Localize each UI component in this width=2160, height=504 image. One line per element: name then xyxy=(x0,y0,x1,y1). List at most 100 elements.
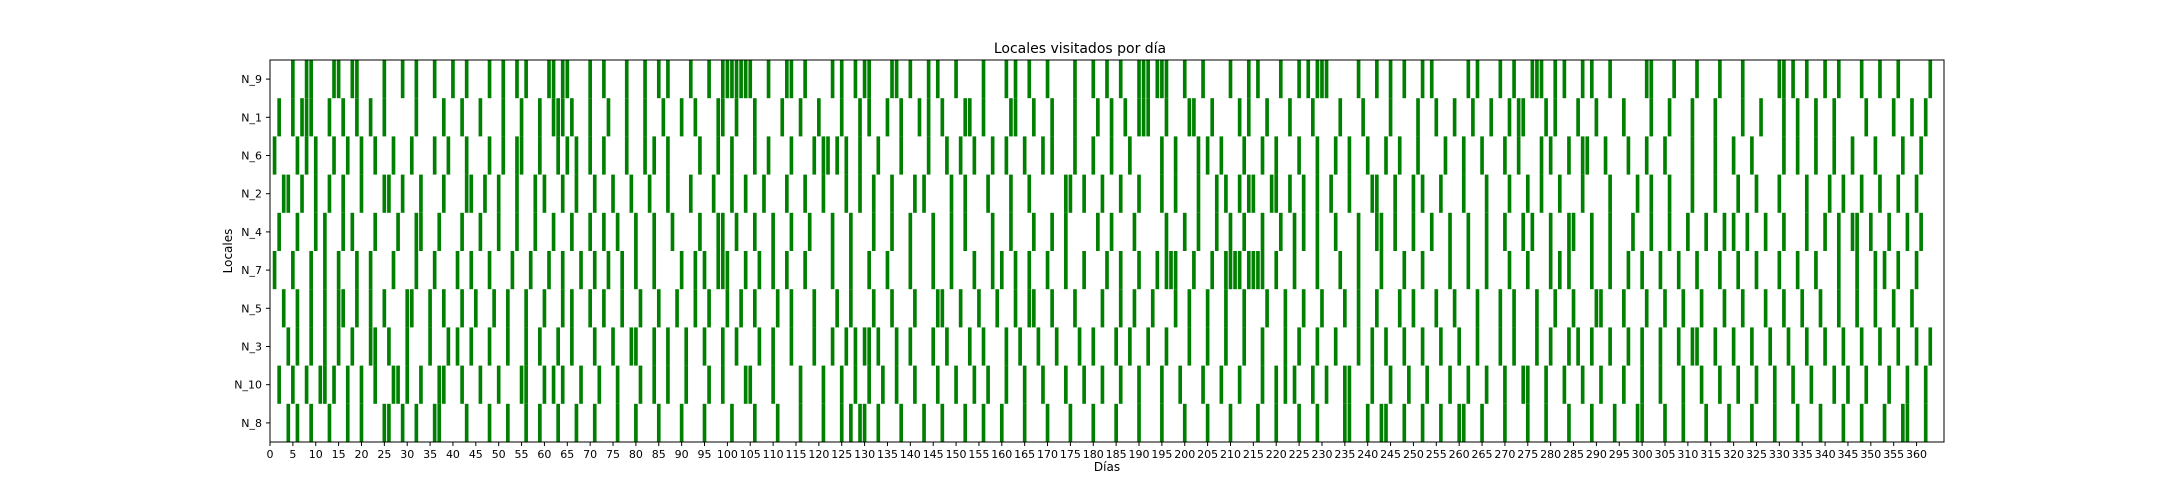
bar-N_7-day-238 xyxy=(1356,251,1361,290)
bar-N_6-day-233 xyxy=(1333,136,1338,175)
bar-N_7-day-127 xyxy=(849,251,853,290)
bar-N_3-day-256 xyxy=(1439,327,1443,366)
bar-N_5-day-235 xyxy=(1343,289,1347,328)
bar-N_7-day-166 xyxy=(1027,251,1032,290)
bar-N_1-day-296 xyxy=(1622,98,1626,137)
bar-N_9-day-123 xyxy=(830,60,835,99)
bar-N_8-day-256 xyxy=(1439,403,1443,442)
x-tick-label: 30 xyxy=(400,448,414,461)
bar-N_1-day-290 xyxy=(1594,98,1599,137)
bar-N_9-day-252 xyxy=(1420,60,1425,99)
bar-N_9-day-278 xyxy=(1539,60,1544,99)
bar-N_9-day-117 xyxy=(803,60,807,99)
bar-N_7-day-210 xyxy=(1228,251,1233,290)
bar-N_10-day-208 xyxy=(1219,365,1224,404)
bar-N_10-day-217 xyxy=(1260,365,1265,404)
x-tick-label: 185 xyxy=(1106,448,1127,461)
bar-N_9-day-61 xyxy=(547,60,551,99)
bar-N_2-day-44 xyxy=(469,174,474,213)
bar-N_8-day-71 xyxy=(592,403,597,442)
bar-N_7-day-107 xyxy=(757,251,762,290)
bar-N_1-day-99 xyxy=(720,98,725,137)
bar-N_8-day-334 xyxy=(1795,403,1800,442)
x-tick-label: 255 xyxy=(1426,448,1447,461)
bar-N_3-day-363 xyxy=(1928,327,1933,366)
bar-N_6-day-351 xyxy=(1873,136,1878,175)
bar-N_6-day-346 xyxy=(1850,136,1855,175)
bar-N_6-day-270 xyxy=(1503,136,1507,175)
bar-N_6-day-144 xyxy=(926,136,931,175)
bar-N_10-day-42 xyxy=(460,365,464,404)
bar-N_5-day-70 xyxy=(588,289,592,328)
bar-N_3-day-352 xyxy=(1878,327,1882,366)
bar-N_3-day-87 xyxy=(666,327,670,366)
bar-N_8-day-36 xyxy=(432,403,437,442)
bar-N_6-day-84 xyxy=(652,136,657,175)
bar-N_6-day-138 xyxy=(899,136,904,175)
x-tick-label: 315 xyxy=(1700,448,1721,461)
bar-N_5-day-52 xyxy=(506,289,510,328)
bar-N_4-day-136 xyxy=(890,212,894,251)
bar-N_1-day-22 xyxy=(368,98,373,137)
x-tick-label: 140 xyxy=(900,448,921,461)
bar-N_9-day-277 xyxy=(1535,60,1539,99)
bar-N_7-day-131 xyxy=(867,251,871,290)
bar-N_5-day-16 xyxy=(341,289,346,328)
bar-N_7-day-209 xyxy=(1224,251,1228,290)
bar-N_1-day-187 xyxy=(1123,98,1128,137)
bar-N_6-day-195 xyxy=(1160,136,1164,175)
bar-N_6-day-220 xyxy=(1274,136,1279,175)
bar-N_5-day-259 xyxy=(1452,289,1457,328)
bar-N_9-day-269 xyxy=(1498,60,1503,99)
bar-N_8-day-95 xyxy=(702,403,707,442)
bar-N_3-day-6 xyxy=(295,327,300,366)
bar-N_3-day-114 xyxy=(789,327,794,366)
bar-N_9-day-245 xyxy=(1388,60,1393,99)
bar-N_1-day-59 xyxy=(538,98,542,137)
bar-N_6-day-287 xyxy=(1580,136,1585,175)
bar-N_5-day-124 xyxy=(835,289,839,328)
bar-N_5-day-327 xyxy=(1763,289,1768,328)
bar-N_1-day-82 xyxy=(643,98,647,137)
bar-N_9-day-131 xyxy=(867,60,871,99)
bar-N_10-day-37 xyxy=(437,365,442,404)
bar-N_2-day-219 xyxy=(1269,174,1274,213)
bar-N_4-day-196 xyxy=(1164,212,1169,251)
bar-N_2-day-198 xyxy=(1173,174,1178,213)
bar-N_4-day-84 xyxy=(652,212,657,251)
bar-N_7-day-325 xyxy=(1754,251,1759,290)
bar-N_6-day-82 xyxy=(643,136,647,175)
bar-N_5-day-38 xyxy=(441,289,446,328)
bar-N_2-day-149 xyxy=(949,174,954,213)
bar-N_9-day-48 xyxy=(487,60,492,99)
bar-N_2-day-316 xyxy=(1713,174,1718,213)
bar-N_1-day-214 xyxy=(1246,98,1251,137)
bar-N_2-day-136 xyxy=(890,174,894,213)
bar-N_6-day-188 xyxy=(1128,136,1132,175)
bar-N_2-day-271 xyxy=(1507,174,1512,213)
bar-N_5-day-146 xyxy=(935,289,940,328)
bar-N_5-day-318 xyxy=(1722,289,1727,328)
bar-N_4-day-98 xyxy=(716,212,721,251)
bar-N_10-day-28 xyxy=(396,365,400,404)
bar-N_5-day-56 xyxy=(524,289,528,328)
bar-N_2-day-223 xyxy=(1288,174,1292,213)
bar-N_7-day-266 xyxy=(1484,251,1489,290)
bar-N_1-day-125 xyxy=(839,98,844,137)
bar-N_8-day-111 xyxy=(775,403,780,442)
bar-N_7-day-163 xyxy=(1013,251,1018,290)
x-tick-label: 165 xyxy=(1014,448,1035,461)
bar-N_3-day-123 xyxy=(830,327,835,366)
bar-N_4-day-262 xyxy=(1466,212,1471,251)
bar-N_7-day-15 xyxy=(336,251,341,290)
bar-N_4-day-23 xyxy=(373,212,378,251)
bar-N_9-day-114 xyxy=(789,60,794,99)
bar-N_2-day-275 xyxy=(1525,174,1530,213)
bar-N_1-day-120 xyxy=(817,98,821,137)
bar-N_7-day-198 xyxy=(1173,251,1178,290)
bar-N_10-day-178 xyxy=(1082,365,1086,404)
x-tick-label: 25 xyxy=(377,448,391,461)
bar-N_3-day-277 xyxy=(1535,327,1539,366)
bar-N_5-day-272 xyxy=(1512,289,1516,328)
bar-N_9-day-190 xyxy=(1137,60,1141,99)
